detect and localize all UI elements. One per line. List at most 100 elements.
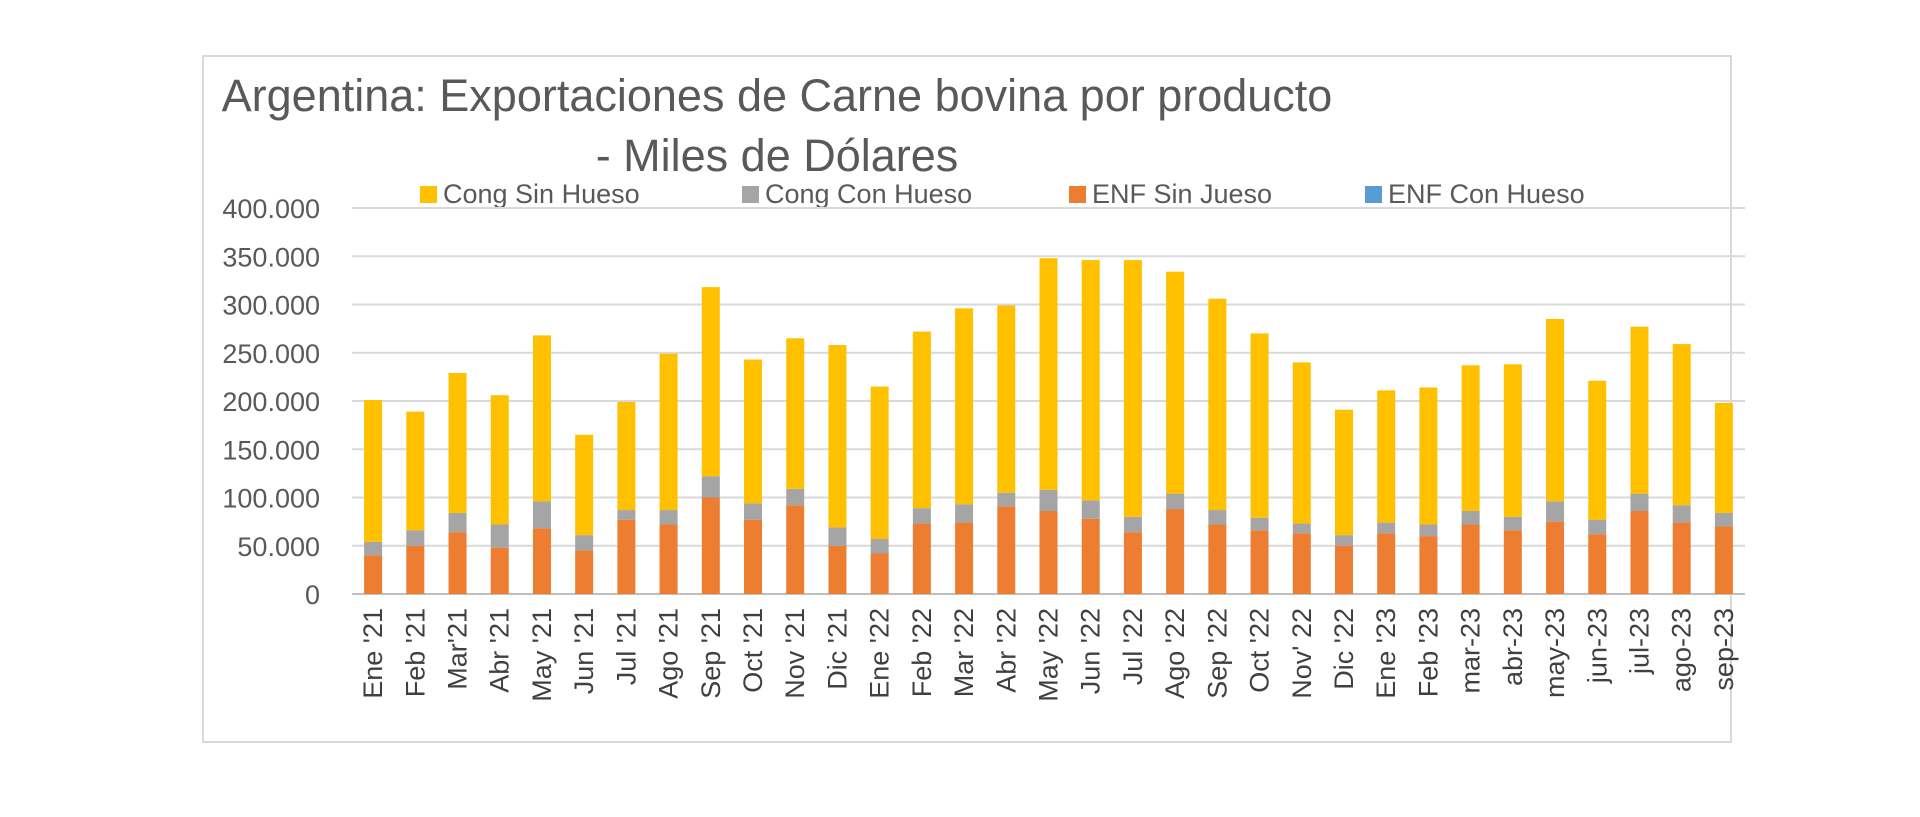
bar-segment-cong-con-hueso bbox=[786, 488, 805, 506]
x-tick-label: Dic '22 bbox=[1329, 608, 1359, 690]
bar-segment-cong-sin-hueso bbox=[744, 359, 763, 504]
bar-segment-cong-con-hueso bbox=[406, 530, 425, 546]
bar-segment-cong-sin-hueso bbox=[1123, 260, 1142, 517]
bar-segment-enf-sin-jueso bbox=[1461, 524, 1480, 594]
bar-segment-cong-con-hueso bbox=[828, 527, 847, 546]
bar-segment-cong-sin-hueso bbox=[1630, 326, 1649, 494]
bar-segment-cong-sin-hueso bbox=[1208, 298, 1227, 511]
y-tick-label: 200.000 bbox=[222, 387, 320, 417]
bar-segment-cong-con-hueso bbox=[448, 512, 467, 533]
bar-segment-cong-sin-hueso bbox=[870, 386, 889, 539]
bar-segment-enf-sin-jueso bbox=[1081, 518, 1100, 594]
bar-segment-enf-sin-jueso bbox=[448, 532, 467, 594]
bar-segment-cong-sin-hueso bbox=[1546, 318, 1565, 502]
legend-item-cong-sin-hueso: Cong Sin Hueso bbox=[420, 179, 640, 210]
bar-segment-cong-sin-hueso bbox=[1672, 344, 1691, 506]
bar-segment-cong-con-hueso bbox=[1334, 535, 1353, 546]
bar-segment-enf-sin-jueso bbox=[659, 524, 678, 594]
x-tick-label: Ene '22 bbox=[865, 608, 895, 699]
bar-segment-enf-sin-jueso bbox=[786, 505, 805, 594]
bar-segment-cong-con-hueso bbox=[1166, 493, 1185, 510]
x-tick-label: Feb '23 bbox=[1413, 608, 1443, 697]
bar-segment-enf-sin-jueso bbox=[1630, 511, 1649, 594]
x-tick-label: may-23 bbox=[1540, 608, 1570, 698]
legend-swatch bbox=[1069, 186, 1086, 203]
bar-segment-enf-sin-jueso bbox=[1208, 524, 1227, 594]
bar-segment-enf-sin-jueso bbox=[828, 545, 847, 594]
bar-segment-cong-con-hueso bbox=[912, 508, 931, 524]
bar-segment-cong-con-hueso bbox=[490, 524, 509, 548]
bar-segment-cong-sin-hueso bbox=[532, 335, 551, 502]
bar-segment-cong-sin-hueso bbox=[997, 305, 1016, 493]
x-tick-label: May '22 bbox=[1034, 608, 1064, 702]
x-tick-label: Mar '22 bbox=[949, 608, 979, 697]
x-tick-label: Sep '21 bbox=[696, 608, 726, 699]
x-tick-label: abr-23 bbox=[1498, 608, 1528, 686]
bar-segment-cong-sin-hueso bbox=[1250, 333, 1269, 518]
bar-segment-cong-con-hueso bbox=[1588, 519, 1607, 535]
bar-segment-enf-sin-jueso bbox=[1546, 521, 1565, 594]
x-tick-label: Jun '21 bbox=[569, 608, 599, 694]
x-tick-label: Mar'21 bbox=[443, 608, 473, 690]
bar-segment-cong-sin-hueso bbox=[1166, 271, 1185, 494]
x-tick-label: Oct '22 bbox=[1245, 608, 1275, 693]
bar-segment-enf-sin-jueso bbox=[1250, 530, 1269, 594]
bar-segment-cong-con-hueso bbox=[1039, 489, 1058, 512]
x-tick-label: Ene '23 bbox=[1371, 608, 1401, 699]
bar-segment-cong-con-hueso bbox=[1292, 523, 1311, 534]
bar-segment-enf-sin-jueso bbox=[1123, 532, 1142, 594]
x-tick-label: Abr '22 bbox=[991, 608, 1021, 693]
x-tick-label: Jun '22 bbox=[1076, 608, 1106, 694]
bar-segment-cong-con-hueso bbox=[532, 501, 551, 529]
bar-segment-cong-con-hueso bbox=[1546, 501, 1565, 522]
bar-segment-cong-sin-hueso bbox=[1334, 409, 1353, 536]
bar-segment-cong-sin-hueso bbox=[912, 331, 931, 509]
x-tick-label: mar-23 bbox=[1456, 608, 1486, 694]
legend-label: Cong Sin Hueso bbox=[443, 179, 640, 209]
x-tick-label: Ene '21 bbox=[358, 608, 388, 699]
y-tick-label: 250.000 bbox=[222, 339, 320, 369]
bar-segment-enf-sin-jueso bbox=[1714, 526, 1733, 594]
legend-item-cong-con-hueso: Cong Con Hueso bbox=[742, 179, 972, 210]
bar-segment-cong-sin-hueso bbox=[955, 308, 974, 505]
legend-swatch bbox=[742, 186, 759, 203]
bar-segment-enf-sin-jueso bbox=[1588, 534, 1607, 594]
bar-segment-enf-sin-jueso bbox=[997, 506, 1016, 594]
bar-segment-enf-sin-jueso bbox=[490, 547, 509, 594]
legend-swatch bbox=[1365, 186, 1382, 203]
y-tick-label: 100.000 bbox=[222, 484, 320, 514]
bar-segment-cong-sin-hueso bbox=[1419, 387, 1438, 525]
x-tick-label: Feb '22 bbox=[907, 608, 937, 697]
bar-segment-cong-sin-hueso bbox=[617, 401, 636, 511]
legend-label: ENF Con Hueso bbox=[1388, 179, 1585, 209]
bar-segment-cong-con-hueso bbox=[955, 504, 974, 523]
chart-subtitle: - Miles de Dólares bbox=[595, 130, 959, 181]
bar-segment-cong-con-hueso bbox=[364, 541, 383, 556]
bar-segment-enf-sin-jueso bbox=[575, 550, 594, 594]
x-tick-label: Oct '21 bbox=[738, 608, 768, 693]
bar-segment-cong-sin-hueso bbox=[490, 395, 509, 525]
bar-segment-enf-sin-jueso bbox=[1377, 533, 1396, 594]
legend-swatch bbox=[420, 186, 437, 203]
bar-segment-cong-sin-hueso bbox=[1461, 365, 1480, 512]
bar-segment-enf-sin-jueso bbox=[955, 522, 974, 594]
bar-segment-cong-con-hueso bbox=[701, 476, 720, 498]
x-tick-label: jun-23 bbox=[1582, 608, 1612, 684]
bar-segment-enf-sin-jueso bbox=[701, 497, 720, 594]
bar-segment-cong-con-hueso bbox=[1123, 516, 1142, 533]
bar-segment-enf-sin-jueso bbox=[1672, 522, 1691, 594]
bar-segment-cong-sin-hueso bbox=[1503, 364, 1522, 517]
bar-segment-enf-sin-jueso bbox=[1292, 533, 1311, 594]
y-tick-label: 0 bbox=[305, 580, 320, 610]
bar-segment-cong-sin-hueso bbox=[701, 287, 720, 477]
y-tick-label: 350.000 bbox=[222, 242, 320, 272]
bar-segment-cong-con-hueso bbox=[617, 510, 636, 520]
legend-item-enf-sin-jueso: ENF Sin Jueso bbox=[1069, 179, 1272, 210]
bar-segment-cong-sin-hueso bbox=[448, 373, 467, 513]
bar-segment-enf-sin-jueso bbox=[617, 519, 636, 594]
bar-segment-enf-sin-jueso bbox=[1503, 530, 1522, 594]
x-tick-label: ago-23 bbox=[1667, 608, 1697, 692]
bar-segment-cong-sin-hueso bbox=[1039, 258, 1058, 490]
bar-segment-cong-con-hueso bbox=[744, 503, 763, 520]
